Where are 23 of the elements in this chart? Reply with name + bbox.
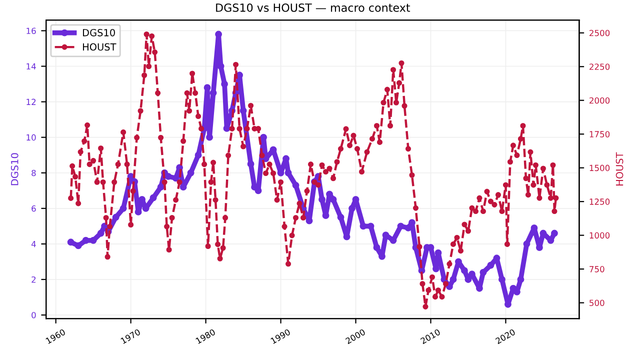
legend-label: HOUST — [83, 43, 116, 51]
y-tick-label: 16 — [26, 28, 36, 34]
y2-tick-label: 1750 — [590, 131, 610, 138]
y2-tick-label: 750 — [590, 266, 604, 272]
y-tick-label: 10 — [26, 134, 36, 141]
chart-title: DGS10 vs HOUST — macro context — [216, 3, 410, 12]
y2-tick-label: 2500 — [590, 30, 610, 36]
y-tick-label: 12 — [26, 98, 36, 105]
y-tick-label: 0 — [32, 312, 36, 318]
y2-axis-title: HOUST — [616, 152, 624, 186]
y2-tick-label: 1000 — [590, 232, 610, 239]
y-tick-label: 2 — [32, 276, 36, 283]
y-axis-title: DGS10 — [10, 153, 18, 186]
y-tick-label: 4 — [31, 241, 36, 248]
y2-tick-label: 2250 — [590, 64, 610, 70]
y2-tick-label: 1500 — [590, 164, 610, 172]
y-tick-label: 14 — [26, 63, 36, 70]
y-tick-label: 8 — [32, 170, 36, 176]
legend-label: DGS10 — [83, 28, 115, 36]
y2-tick-label: 2000 — [590, 97, 610, 104]
y2-tick-label: 1250 — [590, 198, 610, 205]
y-tick-label: 6 — [32, 205, 36, 212]
y2-tick-label: 500 — [590, 300, 604, 306]
